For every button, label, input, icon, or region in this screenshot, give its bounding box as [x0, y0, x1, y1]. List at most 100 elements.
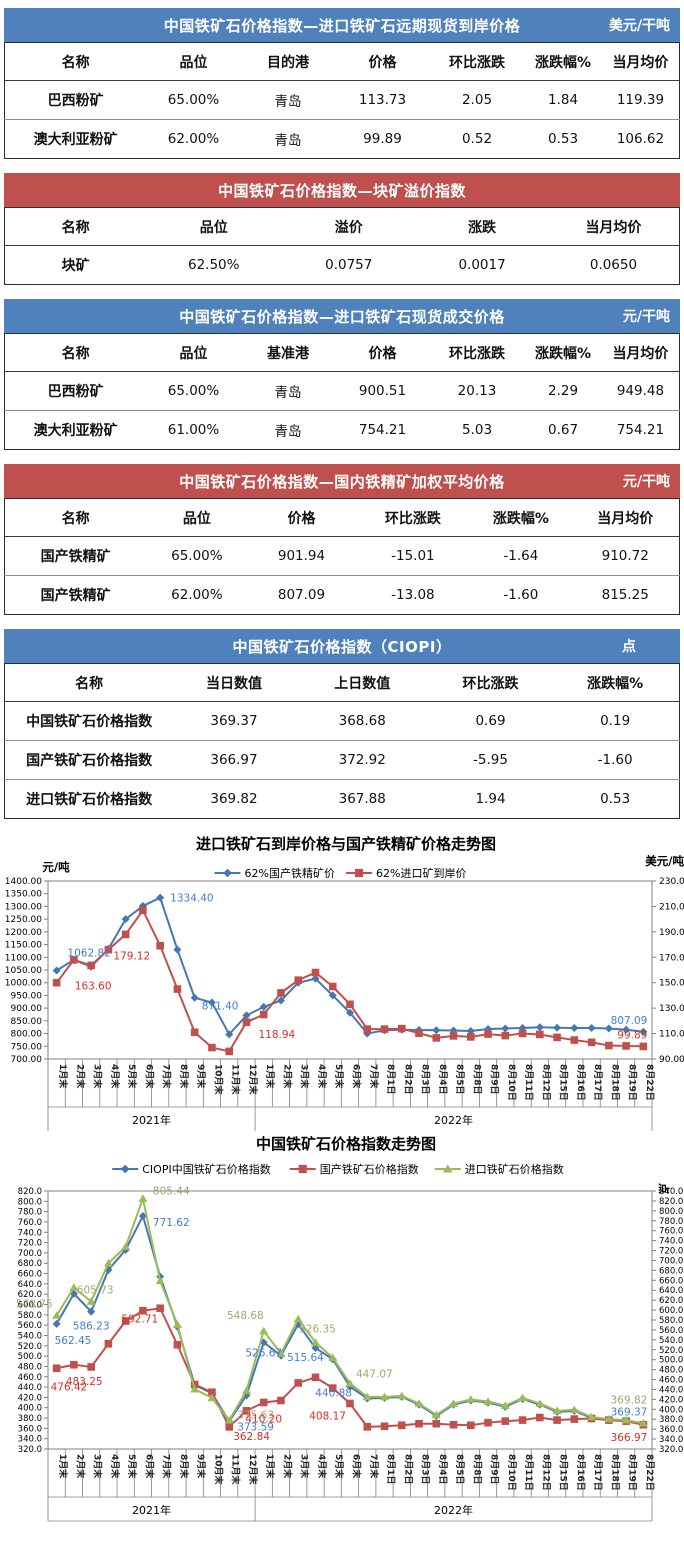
table-header-bar: 中国铁矿石价格指数—国内铁精矿加权平均价格 元/干吨: [4, 464, 680, 498]
table-row: 国产铁矿石价格指数 366.97 372.92 -5.95 -1.60: [4, 740, 680, 780]
data-table: 名称 品位 目的港 价格 环比涨跌 涨跌幅% 当月均价 巴西粉矿 65.00% 青岛 113.73 2…: [4, 42, 680, 159]
square-marker: [501, 1417, 510, 1425]
triangle-marker: [397, 1391, 407, 1400]
right-tick-label: 680.0: [659, 1266, 683, 1276]
diamond-marker: [328, 991, 337, 1000]
x-axis-label: 7月末: [368, 1064, 380, 1089]
x-axis-label: 1月末: [57, 1454, 69, 1479]
right-tick-label: 230.00: [659, 877, 684, 887]
triangle-marker: [224, 1416, 234, 1424]
left-tick-label: 440.0: [18, 1383, 42, 1393]
diamond-marker: [52, 1319, 61, 1328]
plot-area: [47, 880, 653, 1060]
x-axis-label: 2月末: [74, 1064, 86, 1089]
left-tick-label: 320.0: [18, 1445, 42, 1455]
diamond-marker: [259, 1002, 268, 1011]
right-tick-label: 660.0: [659, 1276, 683, 1286]
square-marker: [587, 1038, 596, 1047]
square-marker: [277, 1396, 285, 1405]
value-cell: 青岛: [240, 410, 336, 450]
data-label: 440.88: [315, 1388, 352, 1400]
left-tick-label: 740.0: [18, 1228, 42, 1238]
data-label: 369.37: [611, 1407, 648, 1419]
left-tick-label: 1250.00: [5, 915, 42, 925]
value-cell: 65.00%: [167, 92, 220, 108]
square-marker: [346, 1399, 354, 1408]
diamond-marker: [173, 945, 182, 954]
diamond-marker: [432, 1026, 441, 1035]
chart-legend: 62%国产铁精矿价 62%进口矿到岸价: [214, 866, 466, 880]
data-label: 807.09: [611, 1015, 648, 1027]
value-cell: -1.60: [551, 740, 680, 780]
left-tick-label: 700.0: [18, 1249, 42, 1259]
x-axis-label: 8月15日: [558, 1064, 569, 1101]
data-series: [52, 1304, 648, 1431]
square-marker: [536, 1030, 544, 1039]
x-axis-label: 8月15日: [558, 1454, 569, 1491]
triangle-marker: [293, 1314, 303, 1323]
data-label: 483.25: [66, 1376, 103, 1388]
x-axis-label: 8月9日: [489, 1454, 500, 1485]
x-axis-label: 6月末: [351, 1064, 363, 1089]
data-label: 179.12: [113, 951, 150, 963]
triangle-marker: [569, 1405, 579, 1414]
right-tick-label: 360.0: [659, 1425, 683, 1435]
left-tick-label: 850.00: [11, 1017, 43, 1027]
x-axis-label: 8月1日: [385, 1454, 396, 1485]
data-label: 373.59: [237, 1421, 274, 1433]
left-tick-label: 780.0: [18, 1208, 42, 1218]
left-tick-label: 1100.00: [5, 953, 42, 963]
table-header-bar: 中国铁矿石价格指数—块矿溢价指数: [4, 173, 680, 207]
right-tick-label: 110.00: [659, 1030, 684, 1040]
x-axis-label: 7月末: [368, 1454, 380, 1479]
right-tick-label: 520.0: [659, 1346, 683, 1356]
square-marker: [484, 1030, 492, 1038]
diamond-marker: [120, 1164, 130, 1174]
x-axis-label: 8月19日: [627, 1064, 638, 1101]
column-header: 品位: [146, 498, 248, 537]
triangle-marker: [328, 1353, 338, 1361]
value-cell: 5.03: [429, 410, 525, 450]
left-tick-label: 800.00: [11, 1030, 43, 1040]
left-tick-label: 340.0: [18, 1435, 42, 1445]
diamond-marker: [121, 915, 130, 924]
right-tick-label: 740.0: [659, 1237, 683, 1247]
square-marker: [242, 1407, 251, 1415]
square-marker: [52, 978, 61, 987]
data-label: 118.94: [258, 1029, 295, 1041]
chart-ciopi-index-trend: 中国铁矿石价格指数走势图点 CIOPI中国铁矿石价格指数 国产铁矿石价格指数 进口铁矿…: [4, 1133, 683, 1539]
x-axis-label: 8月2日: [402, 1454, 413, 1485]
row-name-cell: 巴西粉矿: [47, 93, 104, 109]
data-label: 366.97: [611, 1432, 648, 1444]
legend-label: 62%国产铁精矿价: [245, 866, 335, 880]
table-unit-label: 美元/干吨: [608, 18, 670, 34]
triangle-marker: [587, 1412, 597, 1421]
triangle-marker: [518, 1393, 528, 1402]
x-axis-label: 8月末: [178, 1064, 190, 1089]
x-axis-label: 8月16日: [575, 1454, 586, 1491]
x-axis-label: 4月末: [109, 1064, 121, 1089]
right-tick-label: 840.0: [659, 1187, 683, 1197]
right-tick-label: 440.0: [659, 1385, 683, 1395]
triangle-marker: [604, 1414, 614, 1423]
left-tick-label: 1000.00: [5, 979, 42, 989]
data-table: 名称 品位 溢价 涨跌 当月均价 块矿 62.50% 0.0757 0.0017 0.0650: [4, 207, 680, 285]
value-cell: 106.62: [601, 119, 680, 159]
square-marker: [52, 1364, 61, 1373]
value-cell: 807.09: [247, 575, 356, 615]
diamond-marker: [501, 1024, 510, 1033]
square-marker: [104, 1339, 113, 1348]
right-tick-label: 170.00: [659, 953, 684, 963]
column-header: 价格: [335, 42, 430, 81]
column-header: 环比涨跌: [355, 498, 471, 537]
data-series: [52, 1194, 648, 1427]
row-name-cell: 中国铁矿石价格指数: [26, 714, 153, 730]
square-marker: [415, 1029, 423, 1037]
square-marker: [173, 1340, 182, 1349]
left-tick-label: 620.0: [18, 1290, 42, 1300]
square-marker: [553, 1033, 561, 1042]
x-axis-label: 8月3日: [420, 1064, 431, 1095]
chart-import-vs-domestic-price-trend: 进口铁矿石到岸价格与国产铁精矿价格走势图 元/吨 美元/吨 62%国产铁精矿价 62%进…: [4, 833, 684, 1133]
diamond-marker: [587, 1023, 596, 1032]
x-axis-label: 12月末: [247, 1064, 259, 1096]
